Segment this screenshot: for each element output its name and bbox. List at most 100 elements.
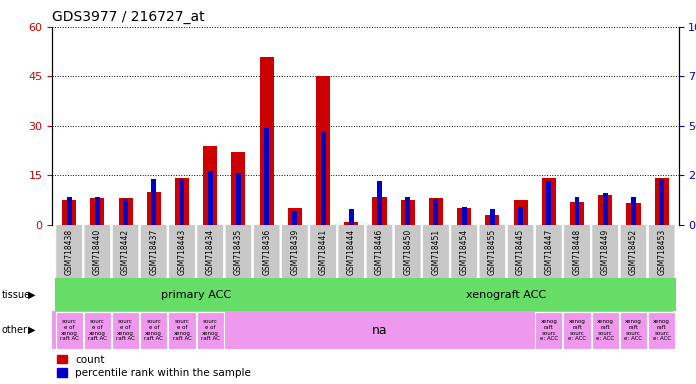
Bar [123,199,128,225]
Text: xenog
raft
sourc
e: ACC: xenog raft sourc e: ACC [568,319,586,341]
Text: GSM718436: GSM718436 [262,228,271,275]
Bar [197,312,223,349]
Text: GSM718447: GSM718447 [544,228,553,275]
Bar [180,179,184,225]
Bar [56,312,83,349]
FancyBboxPatch shape [141,225,167,278]
Bar [264,128,269,225]
Bar [603,193,608,225]
Bar [95,197,100,225]
FancyBboxPatch shape [197,225,223,278]
Text: xenograft ACC: xenograft ACC [466,290,546,300]
FancyBboxPatch shape [310,225,336,278]
FancyBboxPatch shape [395,225,421,278]
Bar [546,181,551,225]
Text: sourc
e of
xenog
raft AC: sourc e of xenog raft AC [60,319,79,341]
Bar [203,146,217,225]
Text: sourc
e of
xenog
raft AC: sourc e of xenog raft AC [144,319,164,341]
FancyBboxPatch shape [507,225,534,278]
Legend: count, percentile rank within the sample: count, percentile rank within the sample [57,355,251,378]
Text: other: other [1,325,27,335]
Text: GSM718444: GSM718444 [347,228,356,275]
Bar [62,200,76,225]
Bar [345,222,358,225]
Text: sourc
e of
xenog
raft AC: sourc e of xenog raft AC [88,319,106,341]
Text: ▶: ▶ [28,290,35,300]
Bar [401,200,415,225]
FancyBboxPatch shape [56,225,82,278]
FancyBboxPatch shape [366,225,393,278]
Text: xenog
raft
sourc
e: ACC: xenog raft sourc e: ACC [653,319,671,341]
FancyBboxPatch shape [112,225,139,278]
FancyBboxPatch shape [564,225,590,278]
Bar [90,198,104,225]
Bar [55,278,337,311]
FancyBboxPatch shape [168,225,196,278]
Bar [564,312,591,349]
Text: GSM718443: GSM718443 [177,228,187,275]
Bar [316,76,330,225]
Bar [514,200,528,225]
Text: xenog
raft
sourc
e: ACC: xenog raft sourc e: ACC [596,319,615,341]
Bar [659,179,664,225]
Text: GSM718445: GSM718445 [516,228,525,275]
FancyBboxPatch shape [535,225,562,278]
Bar [349,209,354,225]
Text: xenog
raft
sourc
e: ACC: xenog raft sourc e: ACC [539,319,558,341]
Text: GSM718452: GSM718452 [629,228,638,275]
Text: sourc
e of
xenog
raft AC: sourc e of xenog raft AC [173,319,191,341]
Text: GSM718437: GSM718437 [149,228,158,275]
Bar [321,132,326,225]
Text: ▶: ▶ [28,325,35,335]
Bar [288,208,302,225]
FancyBboxPatch shape [338,225,365,278]
Text: xenog
raft
sourc
e: ACC: xenog raft sourc e: ACC [624,319,642,341]
Text: GSM718446: GSM718446 [375,228,384,275]
Bar [535,312,562,349]
Text: GSM718439: GSM718439 [290,228,299,275]
Bar [490,209,495,225]
Bar [570,202,584,225]
Bar [434,199,438,225]
FancyBboxPatch shape [253,225,280,278]
Bar [175,179,189,225]
Bar [140,312,167,349]
Bar [112,312,139,349]
Bar [231,152,246,225]
Text: GSM718453: GSM718453 [657,228,666,275]
Bar [292,211,297,225]
Text: GSM718440: GSM718440 [93,228,102,275]
Bar [225,312,534,349]
Bar [598,195,612,225]
FancyBboxPatch shape [226,225,252,278]
Text: primary ACC: primary ACC [161,290,231,300]
FancyBboxPatch shape [422,225,449,278]
FancyBboxPatch shape [649,225,675,278]
Text: GDS3977 / 216727_at: GDS3977 / 216727_at [52,10,205,25]
Bar [620,312,647,349]
Bar [84,312,111,349]
Bar [207,171,213,225]
Bar [118,198,133,225]
Bar [461,207,466,225]
Bar [518,207,523,225]
Text: GSM718434: GSM718434 [206,228,214,275]
Bar [260,56,274,225]
Bar [575,197,580,225]
FancyBboxPatch shape [282,225,308,278]
Text: GSM718451: GSM718451 [432,228,441,275]
Bar [648,312,675,349]
FancyBboxPatch shape [451,225,477,278]
Text: tissue: tissue [1,290,31,300]
Text: GSM718454: GSM718454 [459,228,468,275]
Bar [626,203,640,225]
Text: GSM718442: GSM718442 [121,228,130,275]
FancyBboxPatch shape [592,225,619,278]
Bar [151,179,156,225]
FancyBboxPatch shape [620,225,647,278]
Bar [147,192,161,225]
Bar [457,208,471,225]
Text: sourc
e of
xenog
raft AC: sourc e of xenog raft AC [200,319,220,341]
Bar [405,197,410,225]
Text: GSM718449: GSM718449 [601,228,610,275]
